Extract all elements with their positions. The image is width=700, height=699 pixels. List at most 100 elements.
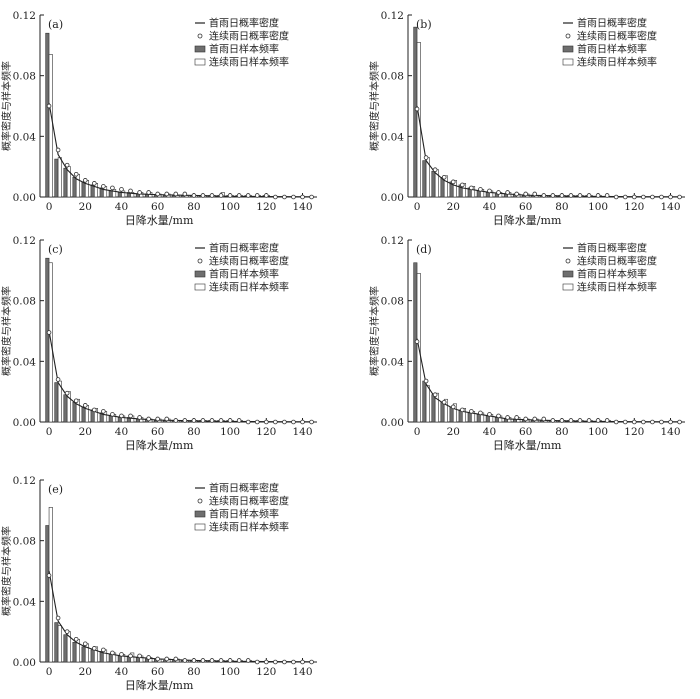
- legend-bar-swatch-light: [562, 58, 574, 66]
- first-rain-day-frequency-bar: [431, 170, 436, 198]
- x-tick-label: 20: [79, 666, 92, 678]
- y-tick-label: 0.08: [13, 71, 36, 83]
- first-rain-day-frequency-bar: [63, 634, 68, 663]
- x-tick-label: 120: [256, 426, 276, 438]
- consecutive-rain-day-density-point: [101, 647, 106, 653]
- chart-panel: 0.00 0.04 0.08 0.12 0 20 40 60 80 100 120 140 日降水量/m…: [368, 10, 685, 227]
- y-axis-label: 概率密度与样本频率: [368, 61, 381, 151]
- x-tick-label: 20: [447, 201, 460, 213]
- first-rain-day-frequency-bar: [54, 158, 59, 198]
- consecutive-rain-day-density-point: [254, 659, 260, 665]
- legend-bar-swatch-dark: [194, 510, 206, 518]
- consecutive-rain-day-density-point: [55, 377, 61, 382]
- first-rain-day-frequency-bar: [45, 32, 50, 198]
- consecutive-rain-day-density-point: [441, 399, 447, 405]
- consecutive-rain-day-density-point: [137, 415, 142, 420]
- consecutive-rain-day-density-point: [82, 178, 88, 183]
- first-rain-day-frequency-bar: [476, 414, 481, 423]
- consecutive-rain-day-density-point: [155, 416, 160, 422]
- consecutive-rain-day-density-point: [668, 194, 673, 200]
- consecutive-rain-day-density-point: [622, 419, 628, 425]
- first-rain-day-density-line: [48, 570, 312, 663]
- consecutive-rain-day-density-point: [659, 194, 664, 200]
- consecutive-rain-day-frequency-bar: [75, 173, 80, 198]
- legend-entry: 连续雨日概率密度: [209, 255, 289, 268]
- legend-entry: 首雨日概率密度: [209, 242, 279, 255]
- consecutive-rain-day-density-point: [677, 194, 682, 200]
- consecutive-rain-day-density-point: [532, 191, 538, 197]
- first-rain-day-frequency-bar: [72, 641, 77, 663]
- consecutive-rain-day-density-point: [291, 419, 296, 425]
- consecutive-rain-day-density-point: [200, 418, 206, 423]
- consecutive-rain-day-density-point: [613, 419, 619, 425]
- x-axis-label: 日降水量/mm: [493, 438, 562, 452]
- y-tick-label: 0.04: [13, 356, 37, 368]
- y-axis-label: 概率密度与样本频率: [368, 286, 381, 376]
- x-tick-label: 100: [220, 426, 240, 438]
- consecutive-rain-day-density-point: [209, 418, 215, 423]
- consecutive-rain-day-density-point: [677, 419, 682, 425]
- consecutive-rain-day-density-point: [164, 656, 170, 662]
- consecutive-rain-day-frequency-bar: [48, 506, 53, 663]
- first-rain-day-frequency-bar: [449, 406, 454, 423]
- consecutive-rain-day-density-point: [110, 185, 115, 191]
- first-rain-day-frequency-bar: [440, 401, 445, 423]
- legend-entry: 首雨日概率密度: [577, 17, 647, 30]
- consecutive-rain-day-density-point: [128, 188, 133, 194]
- consecutive-rain-day-density-point: [604, 418, 610, 423]
- x-tick-label: 120: [256, 666, 276, 678]
- consecutive-rain-day-density-point: [291, 194, 296, 200]
- consecutive-rain-day-density-point: [487, 188, 492, 194]
- x-tick-label: 80: [187, 426, 200, 438]
- consecutive-rain-day-density-point: [541, 416, 547, 422]
- y-axis-label: 概率密度与样本频率: [0, 286, 13, 376]
- legend-entry: 首雨日样本频率: [209, 43, 279, 56]
- y-axis-label: 概率密度与样本频率: [0, 61, 13, 151]
- consecutive-rain-day-density-point: [291, 659, 296, 665]
- consecutive-rain-day-density-point: [200, 193, 206, 198]
- consecutive-rain-day-density-point: [146, 416, 151, 422]
- consecutive-rain-day-density-point: [487, 412, 492, 417]
- consecutive-rain-day-density-point: [309, 659, 314, 665]
- legend-bar-swatch-dark: [562, 270, 574, 278]
- consecutive-rain-day-density-point: [92, 407, 97, 413]
- consecutive-rain-day-density-point: [523, 191, 528, 197]
- consecutive-rain-day-density-point: [541, 193, 547, 198]
- first-rain-day-frequency-bar: [45, 257, 50, 423]
- consecutive-rain-day-density-point: [236, 418, 242, 423]
- legend-entry: 连续雨日概率密度: [209, 495, 289, 508]
- consecutive-rain-day-density-point: [441, 174, 447, 180]
- first-rain-day-frequency-bar: [467, 412, 472, 423]
- x-tick-label: 20: [447, 426, 460, 438]
- consecutive-rain-day-frequency-bar: [416, 41, 421, 198]
- panel-label: (c): [48, 243, 63, 256]
- x-axis-label: 日降水量/mm: [125, 213, 194, 227]
- consecutive-rain-day-frequency-bar: [48, 54, 53, 198]
- consecutive-rain-day-density-point: [173, 418, 179, 423]
- y-axis-label: 概率密度与样本频率: [0, 526, 13, 616]
- x-tick-label: 40: [483, 426, 496, 438]
- consecutive-rain-day-density-point: [586, 418, 592, 423]
- consecutive-rain-day-density-point: [137, 653, 142, 659]
- x-tick-label: 60: [519, 426, 532, 438]
- first-rain-day-frequency-bar: [108, 654, 113, 663]
- first-rain-day-frequency-bar: [81, 406, 86, 423]
- first-rain-day-frequency-bar: [54, 622, 59, 663]
- first-rain-day-frequency-bar: [413, 26, 418, 198]
- legend-entry: 连续雨日样本频率: [209, 56, 289, 69]
- consecutive-rain-day-density-point: [523, 416, 528, 422]
- first-rain-day-frequency-bar: [81, 646, 86, 663]
- x-tick-label: 60: [519, 201, 532, 213]
- consecutive-rain-day-density-point: [164, 191, 170, 197]
- consecutive-rain-day-density-point: [119, 187, 124, 192]
- first-rain-day-frequency-bar: [63, 167, 68, 198]
- y-tick-label: 0.04: [13, 596, 37, 608]
- consecutive-rain-day-density-point: [559, 193, 565, 198]
- first-rain-day-frequency-bar: [422, 160, 427, 198]
- first-rain-day-frequency-bar: [108, 190, 113, 198]
- first-rain-day-frequency-bar: [63, 394, 68, 423]
- legend-entry: 连续雨日概率密度: [577, 30, 657, 43]
- consecutive-rain-day-density-point: [173, 191, 179, 197]
- legend-point-swatch: [565, 258, 571, 264]
- legend-entry: 连续雨日样本频率: [209, 281, 289, 294]
